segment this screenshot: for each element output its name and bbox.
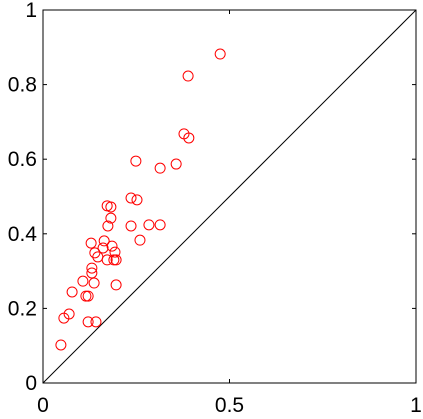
marker bbox=[106, 240, 118, 252]
marker bbox=[182, 70, 194, 82]
y-tick-label: 1 bbox=[25, 0, 37, 22]
marker bbox=[110, 279, 122, 291]
y-tick-label: 0 bbox=[25, 372, 37, 395]
marker bbox=[131, 194, 143, 206]
marker bbox=[214, 48, 226, 60]
marker bbox=[66, 286, 78, 298]
marker bbox=[86, 267, 98, 279]
marker bbox=[102, 220, 114, 232]
x-tick-label: 0.5 bbox=[215, 394, 244, 417]
y-tick-label: 0.4 bbox=[8, 223, 38, 246]
marker bbox=[108, 254, 120, 266]
marker bbox=[105, 201, 117, 213]
reference-diagonal bbox=[42, 9, 417, 384]
marker bbox=[55, 339, 67, 351]
marker bbox=[80, 290, 92, 302]
marker bbox=[77, 275, 89, 287]
marker bbox=[82, 290, 94, 302]
marker bbox=[110, 254, 122, 266]
marker bbox=[86, 262, 98, 274]
y-tick-label: 0.8 bbox=[8, 74, 37, 97]
marker bbox=[154, 162, 166, 174]
marker bbox=[58, 312, 70, 324]
marker bbox=[170, 158, 182, 170]
x-tick-label: 1 bbox=[410, 394, 422, 417]
x-tick-label: 0 bbox=[37, 394, 49, 417]
marker bbox=[90, 316, 102, 328]
marker bbox=[125, 220, 137, 232]
marker bbox=[82, 316, 94, 328]
y-tick-label: 0.6 bbox=[8, 148, 37, 171]
marker bbox=[154, 219, 166, 231]
marker bbox=[125, 192, 137, 204]
marker bbox=[105, 212, 117, 224]
marker bbox=[97, 242, 109, 254]
marker bbox=[130, 155, 142, 167]
y-tick-label: 0.2 bbox=[8, 297, 37, 320]
marker bbox=[88, 277, 100, 289]
marker bbox=[85, 237, 97, 249]
marker bbox=[143, 219, 155, 231]
marker bbox=[134, 234, 146, 246]
marker bbox=[98, 235, 110, 247]
marker bbox=[109, 246, 121, 258]
marker bbox=[183, 132, 195, 144]
marker bbox=[101, 254, 113, 266]
